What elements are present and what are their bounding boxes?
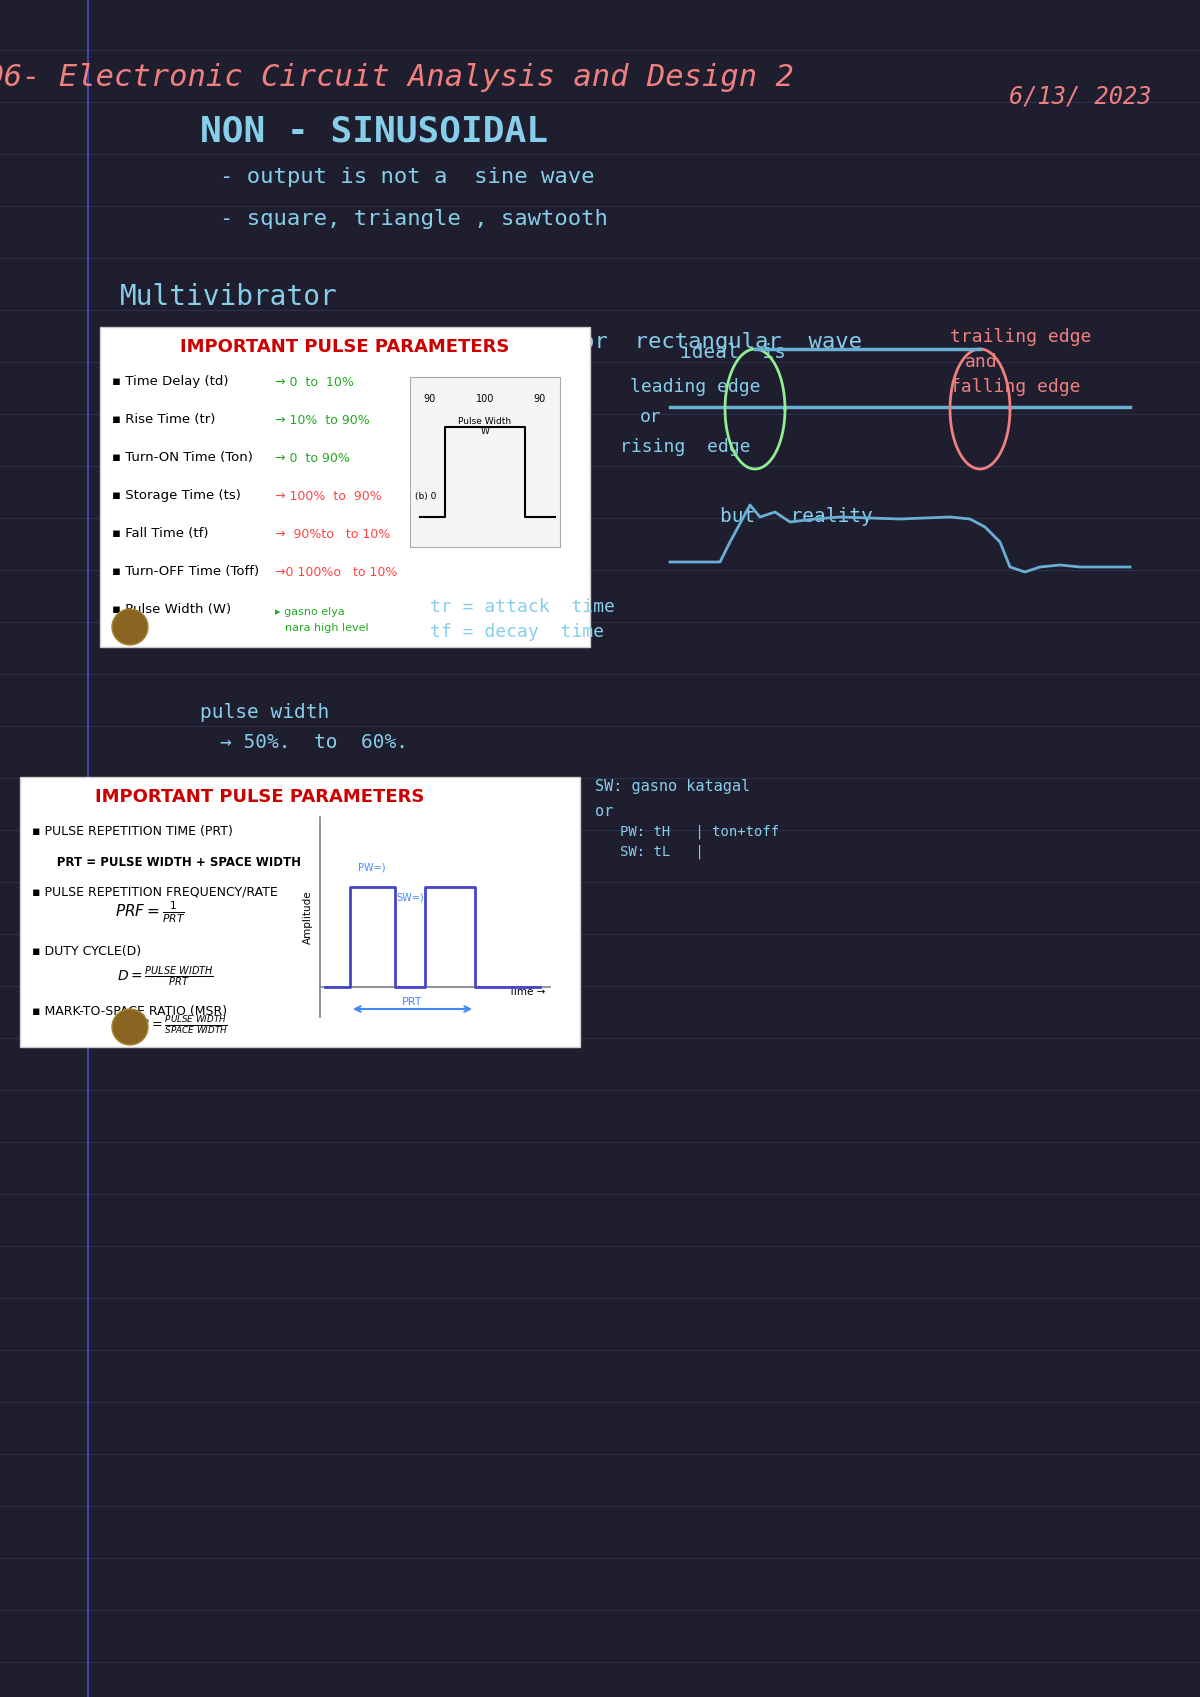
Bar <box>20 777 580 1047</box>
Text: 100: 100 <box>476 394 494 404</box>
Text: ▪ MARK-TO-SPACE RATIO (MSR): ▪ MARK-TO-SPACE RATIO (MSR) <box>32 1006 227 1018</box>
Text: leading edge: leading edge <box>630 378 761 395</box>
Text: ▪ DUTY CYCLE(D): ▪ DUTY CYCLE(D) <box>32 945 142 959</box>
Text: PW=): PW=) <box>359 862 385 872</box>
Text: Multivibrator: Multivibrator <box>120 283 337 311</box>
Text: IMPORTANT PULSE PARAMETERS: IMPORTANT PULSE PARAMETERS <box>180 338 510 356</box>
Text: ▸ gasno elya: ▸ gasno elya <box>275 608 344 618</box>
Text: rising  edge: rising edge <box>620 438 750 456</box>
Text: ▪ PULSE REPETITION FREQUENCY/RATE: ▪ PULSE REPETITION FREQUENCY/RATE <box>32 886 277 898</box>
Text: →0 100%o   to 10%: →0 100%o to 10% <box>275 565 397 579</box>
Text: → 0  to 90%: → 0 to 90% <box>275 451 350 465</box>
Text: ▪ Pulse Width (W): ▪ Pulse Width (W) <box>112 604 232 616</box>
Text: IMPORTANT PULSE PARAMETERS: IMPORTANT PULSE PARAMETERS <box>95 787 425 806</box>
Text: 90: 90 <box>424 394 436 404</box>
Text: PRT = PULSE WIDTH + SPACE WIDTH: PRT = PULSE WIDTH + SPACE WIDTH <box>32 855 301 869</box>
Text: 90: 90 <box>534 394 546 404</box>
Text: falling edge: falling edge <box>950 378 1080 395</box>
Text: 6/13/ 2023: 6/13/ 2023 <box>1009 85 1151 109</box>
Text: Amplitude: Amplitude <box>168 406 181 473</box>
Text: $MSR = \frac{PULSE\ WIDTH}{SPACE\ WIDTH}$: $MSR = \frac{PULSE\ WIDTH}{SPACE\ WIDTH}… <box>122 1015 228 1035</box>
Text: ▪ Turn-OFF Time (Toff): ▪ Turn-OFF Time (Toff) <box>112 565 259 579</box>
Text: $D = \frac{PULSE\ WIDTH}{PRT}$: $D = \frac{PULSE\ WIDTH}{PRT}$ <box>116 966 214 989</box>
Text: ▪ Fall Time (tf): ▪ Fall Time (tf) <box>112 528 209 541</box>
Text: tr = attack  time: tr = attack time <box>430 597 614 616</box>
Bar <box>100 328 590 647</box>
Text: →  90%to   to 10%: → 90%to to 10% <box>275 528 390 541</box>
Text: → 0  to  10%: → 0 to 10% <box>275 375 354 389</box>
Text: or: or <box>640 407 661 426</box>
Text: → 50%.  to  60%.: → 50%. to 60%. <box>220 733 408 752</box>
Text: and: and <box>965 353 997 372</box>
Text: (b) 0: (b) 0 <box>415 492 437 502</box>
Bar <box>410 377 560 546</box>
Text: or: or <box>595 804 613 820</box>
Circle shape <box>112 609 148 645</box>
Text: - output is not a  sine wave: - output is not a sine wave <box>220 166 594 187</box>
Text: Amplitude: Amplitude <box>302 891 313 944</box>
Text: - square, triangle , sawtooth: - square, triangle , sawtooth <box>220 209 608 229</box>
Text: ▪ Storage Time (ts): ▪ Storage Time (ts) <box>112 489 241 502</box>
Text: ▪ Turn-ON Time (Ton): ▪ Turn-ON Time (Ton) <box>112 451 253 465</box>
Text: $PRF = \frac{1}{PRT}$: $PRF = \frac{1}{PRT}$ <box>115 899 185 925</box>
Text: → 100%  to  90%: → 100% to 90% <box>275 489 382 502</box>
Text: SW=): SW=) <box>396 893 424 903</box>
Text: Time →: Time → <box>508 988 545 998</box>
Text: but   reality: but reality <box>720 507 872 526</box>
Text: SW: gasno katagal: SW: gasno katagal <box>595 779 750 794</box>
Text: tf = decay  time: tf = decay time <box>430 623 604 641</box>
Text: pulse width: pulse width <box>200 703 329 721</box>
Text: SW: tL   |: SW: tL | <box>620 845 703 859</box>
Text: nara high level: nara high level <box>286 623 368 633</box>
Text: - often  generate  square  or  rectangular  wave: - often generate square or rectangular w… <box>220 333 862 351</box>
Text: PRT: PRT <box>402 998 422 1006</box>
Text: W: W <box>480 428 490 436</box>
Text: Pulse Width: Pulse Width <box>458 417 511 426</box>
Text: → 10%  to 90%: → 10% to 90% <box>275 414 370 426</box>
Text: trailing edge: trailing edge <box>950 328 1091 346</box>
Text: PW: tH   | ton+toff: PW: tH | ton+toff <box>620 825 779 840</box>
Circle shape <box>112 1010 148 1045</box>
Text: ▪ PULSE REPETITION TIME (PRT): ▪ PULSE REPETITION TIME (PRT) <box>32 825 233 838</box>
Text: ideal  is: ideal is <box>680 343 786 361</box>
Text: ▪ Rise Time (tr): ▪ Rise Time (tr) <box>112 414 215 426</box>
Text: ▪ Time Delay (td): ▪ Time Delay (td) <box>112 375 228 389</box>
Text: NON - SINUSOIDAL: NON - SINUSOIDAL <box>200 115 548 149</box>
Text: - 1 or 0: - 1 or 0 <box>220 377 326 397</box>
Text: 0: 0 <box>163 453 173 472</box>
Text: OO6- Electronic Circuit Analysis and Design 2: OO6- Electronic Circuit Analysis and Des… <box>0 63 793 92</box>
